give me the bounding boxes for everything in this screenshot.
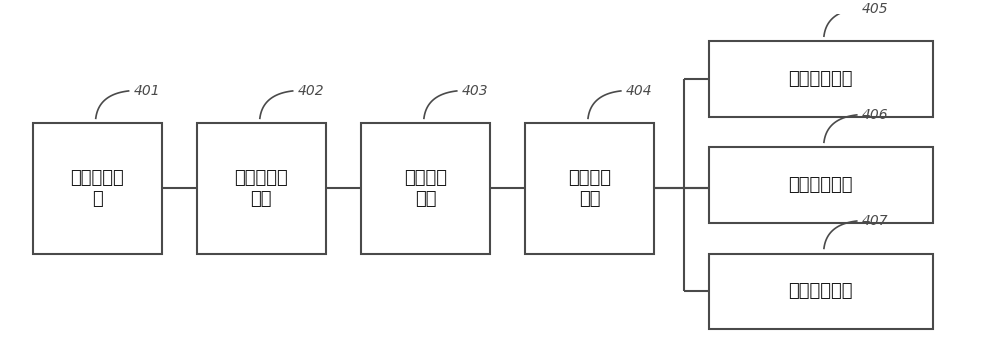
Text: 报警功能模块: 报警功能模块 — [788, 176, 853, 194]
Bar — [33, 123, 162, 253]
Text: 接入管理模
块: 接入管理模 块 — [70, 169, 124, 208]
Bar — [197, 123, 326, 253]
Text: 406: 406 — [862, 108, 888, 122]
Text: 401: 401 — [134, 84, 160, 98]
Text: 404: 404 — [626, 84, 652, 98]
Bar — [709, 41, 933, 117]
Bar — [709, 253, 933, 329]
Bar — [709, 148, 933, 223]
Text: 405: 405 — [862, 2, 888, 16]
Text: 407: 407 — [862, 214, 888, 228]
Text: 数据存储
模块: 数据存储 模块 — [404, 169, 447, 208]
Text: 查询功能模块: 查询功能模块 — [788, 70, 853, 88]
Text: 402: 402 — [298, 84, 324, 98]
Text: 403: 403 — [462, 84, 488, 98]
Text: 数据归一化
模块: 数据归一化 模块 — [234, 169, 288, 208]
Text: 数据管理
模块: 数据管理 模块 — [568, 169, 611, 208]
Text: 报表功能模块: 报表功能模块 — [788, 282, 853, 300]
Bar — [525, 123, 654, 253]
Bar — [361, 123, 490, 253]
